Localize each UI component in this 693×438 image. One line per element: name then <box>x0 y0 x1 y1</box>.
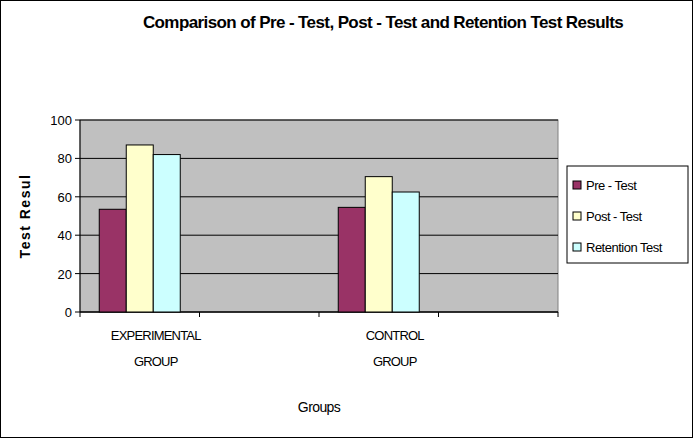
legend-swatch <box>573 181 581 189</box>
category-label-line: EXPERIMENTAL <box>111 328 201 343</box>
category-label: EXPERIMENTAL GROUP <box>111 328 201 369</box>
y-tick-label: 80 <box>58 151 72 166</box>
chart: Comparison of Pre - Test, Post - Test an… <box>0 0 693 438</box>
title: Comparison of Pre - Test, Post - Test an… <box>143 13 623 32</box>
x-tick <box>319 312 320 317</box>
y-tick <box>75 120 80 121</box>
y-axis-label: Test Resul <box>17 174 33 259</box>
category-label-line: GROUP <box>134 354 178 369</box>
category-label-line: CONTROL <box>366 328 425 343</box>
bar <box>153 155 180 312</box>
category-label-line: GROUP <box>373 354 417 369</box>
y-tick-label: 20 <box>58 267 72 282</box>
bar <box>365 177 392 312</box>
y-tick-label: 40 <box>58 228 72 243</box>
grid-line <box>80 120 558 121</box>
y-axis <box>80 120 81 312</box>
bar <box>392 192 419 312</box>
legend-label: Pre - Test <box>586 178 637 193</box>
y-tick <box>75 273 80 274</box>
y-tick <box>75 158 80 159</box>
bar <box>338 207 365 312</box>
y-tick-label: 60 <box>58 190 72 205</box>
legend-swatch <box>573 243 581 251</box>
bar <box>99 209 126 312</box>
frame <box>1 1 693 438</box>
y-tick <box>75 312 80 313</box>
x-axis-label: Groups <box>298 399 341 415</box>
x-tick <box>558 312 559 317</box>
bar <box>126 145 153 312</box>
y-tick-label: 100 <box>50 113 72 128</box>
y-tick <box>75 235 80 236</box>
y-tick <box>75 196 80 197</box>
x-tick <box>438 312 439 317</box>
category-label: CONTROL GROUP <box>366 328 425 369</box>
y-tick-label: 0 <box>65 305 72 320</box>
x-tick <box>199 312 200 317</box>
plot-area <box>80 120 558 312</box>
x-tick <box>80 312 81 317</box>
legend-label: Retention Test <box>586 240 663 255</box>
legend-label: Post - Test <box>586 209 643 224</box>
legend <box>567 166 688 263</box>
legend-swatch <box>573 212 581 220</box>
title-line: Comparison of Pre - Test, Post - Test an… <box>143 13 623 32</box>
